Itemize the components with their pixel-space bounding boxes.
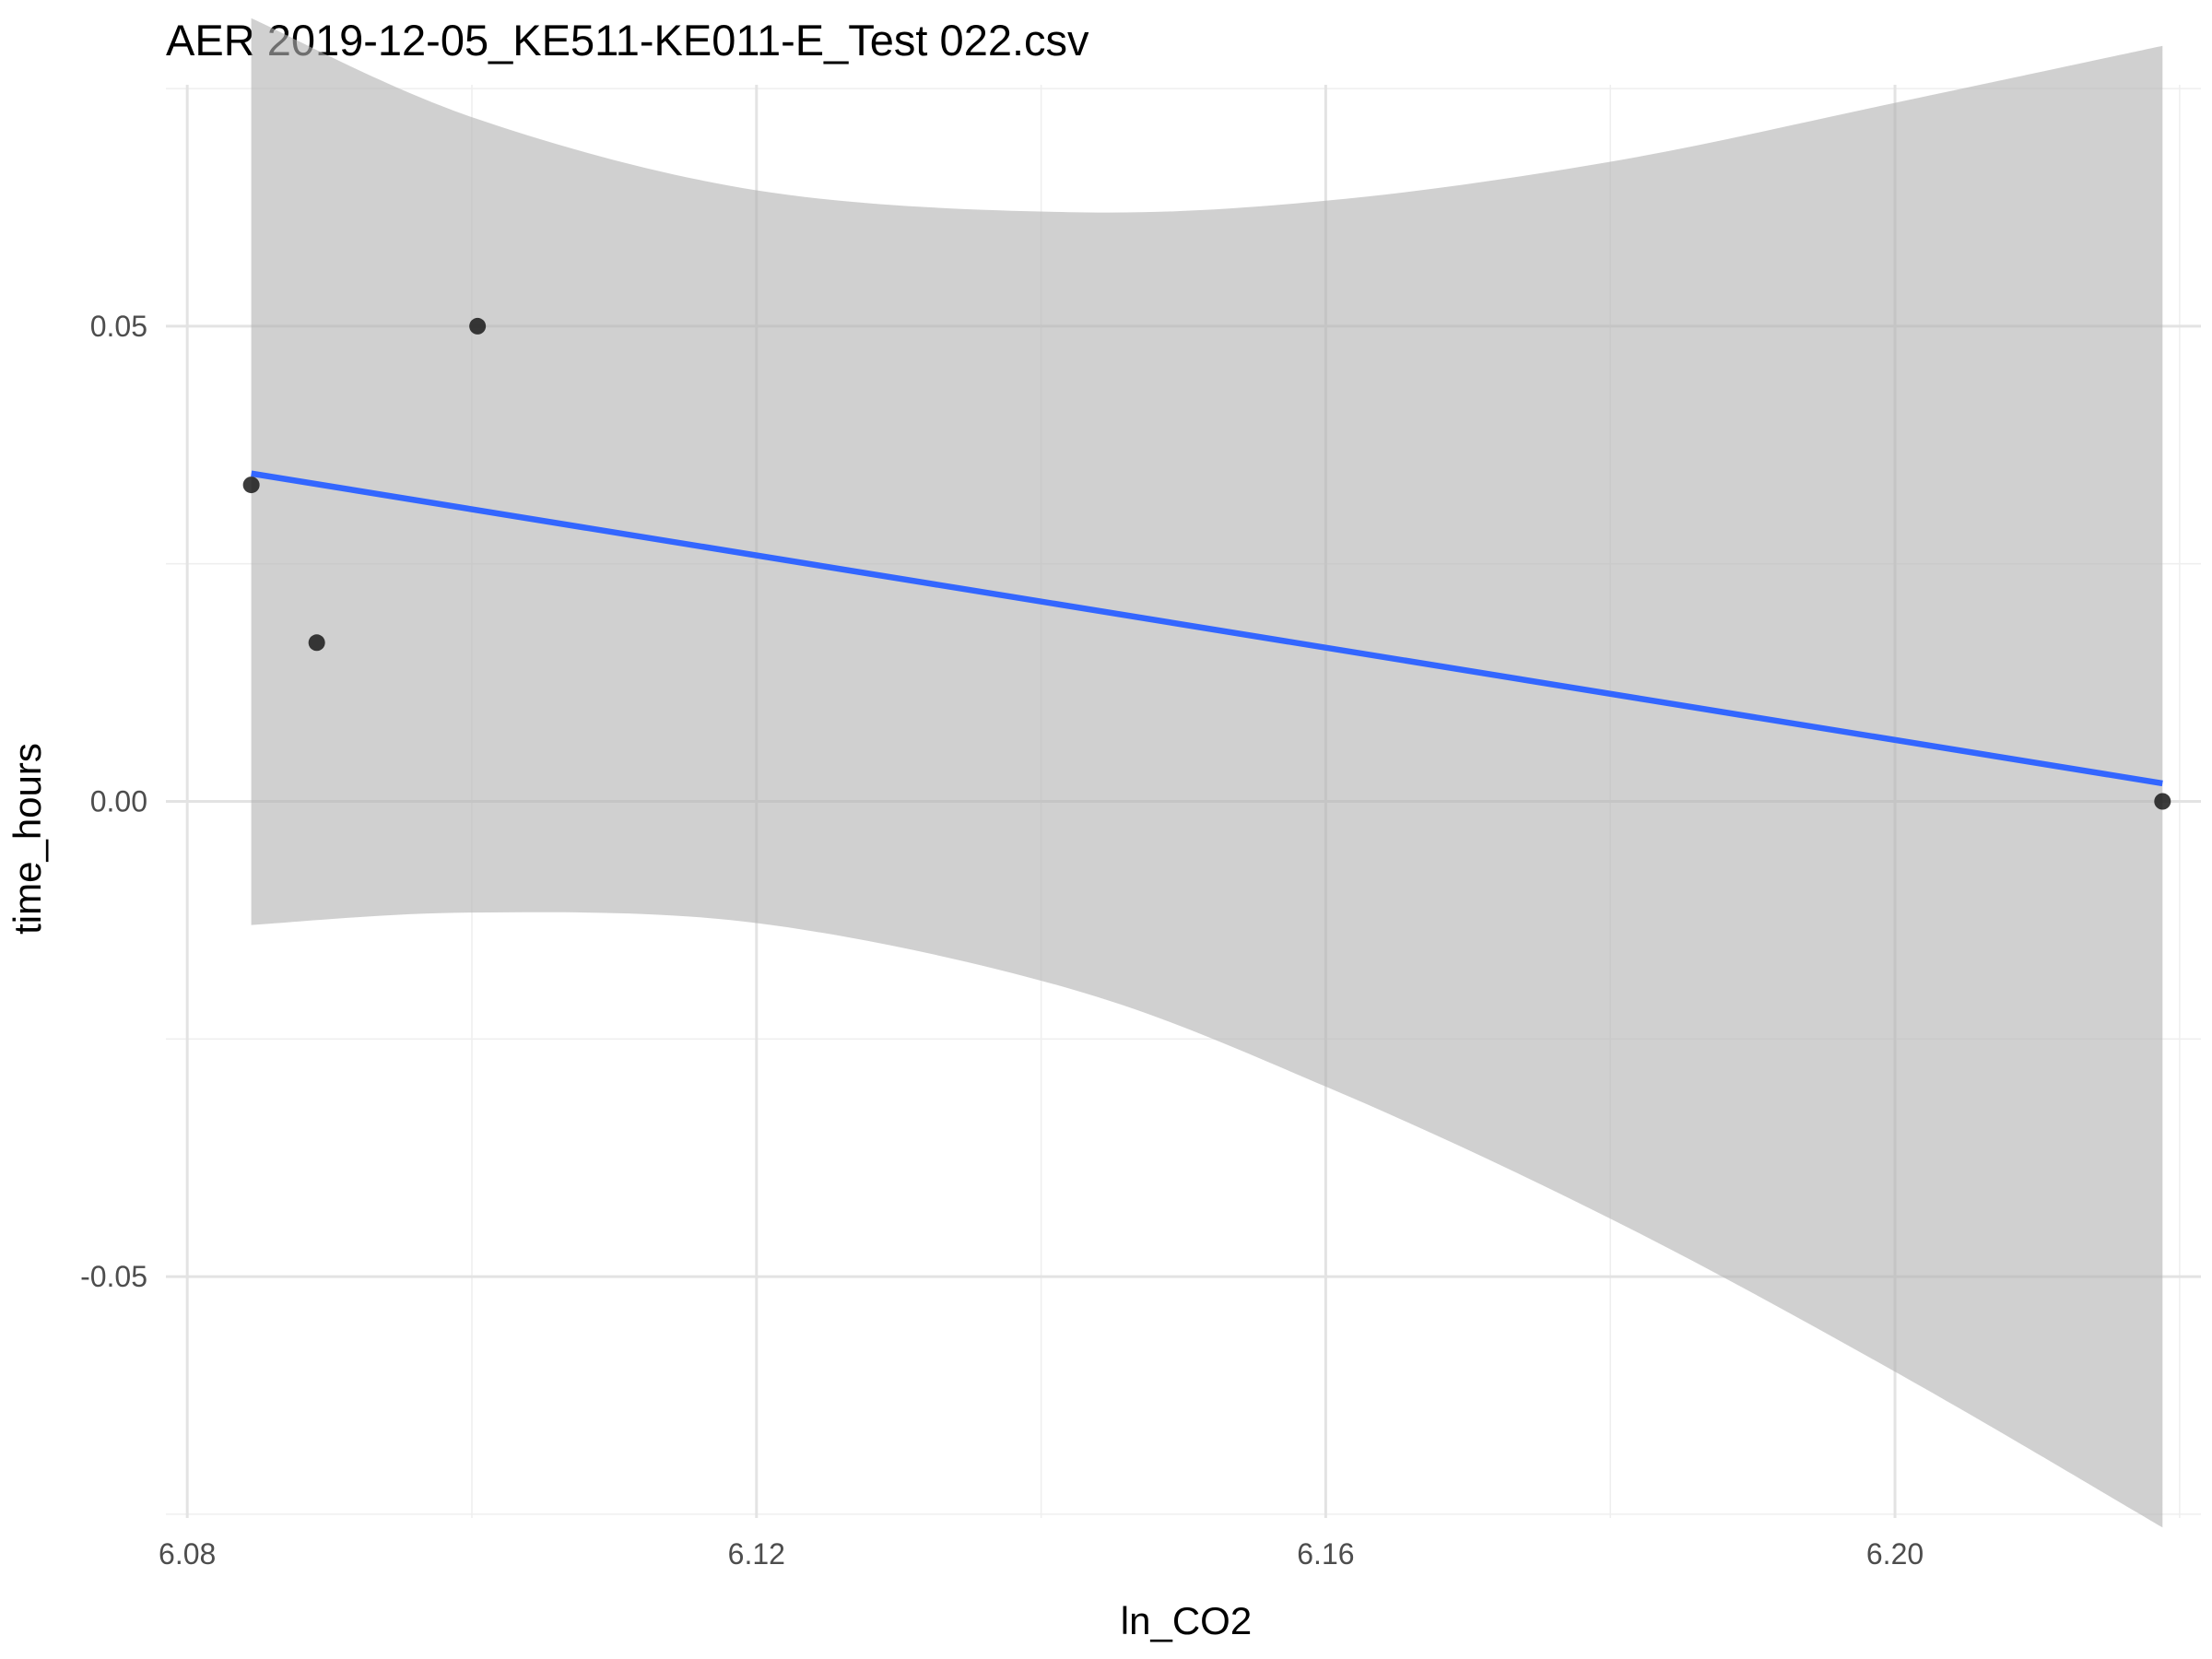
y-tick-label: -0.05 <box>80 1260 147 1293</box>
confidence-band <box>251 18 2163 1528</box>
y-tick-label: 0.05 <box>90 310 147 343</box>
y-axis-ticks: -0.05 0.00 0.05 <box>80 310 147 1293</box>
data-point <box>308 634 325 652</box>
x-tick-label: 6.20 <box>1866 1537 1924 1571</box>
y-axis-title: time_hours <box>6 743 49 935</box>
y-tick-label: 0.00 <box>90 785 147 818</box>
x-axis-ticks: 6.08 6.12 6.16 6.20 <box>159 1537 1924 1571</box>
x-tick-label: 6.12 <box>728 1537 785 1571</box>
confidence-band-group <box>251 18 2163 1528</box>
x-axis-title: ln_CO2 <box>1121 1599 1252 1642</box>
x-tick-label: 6.16 <box>1297 1537 1354 1571</box>
fit-line-group <box>251 470 2163 787</box>
data-point <box>2154 793 2171 810</box>
fit-line <box>251 470 2163 787</box>
data-points <box>242 317 2171 810</box>
x-tick-label: 6.08 <box>159 1537 216 1571</box>
data-point <box>242 477 260 494</box>
data-point <box>469 317 487 335</box>
